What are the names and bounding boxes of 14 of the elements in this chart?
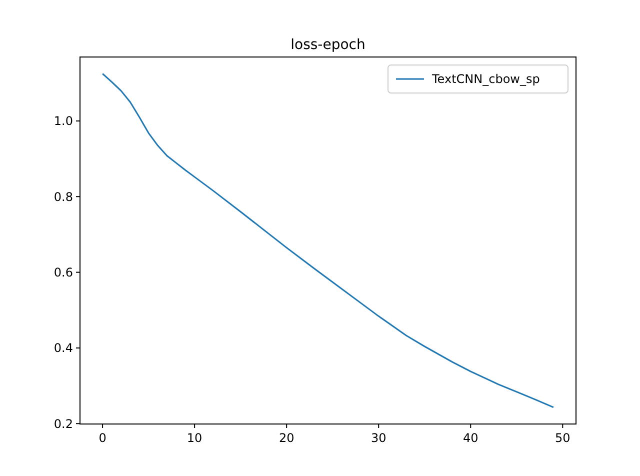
x-tick-label: 20 bbox=[278, 431, 294, 445]
y-tick-label: 0.8 bbox=[54, 190, 73, 204]
y-tick-label: 0.4 bbox=[54, 341, 73, 356]
y-tick-label: 0.6 bbox=[54, 265, 73, 280]
line-series bbox=[102, 72, 554, 408]
y-tick-label: 1.0 bbox=[54, 114, 73, 128]
legend-label: TextCNN_cbow_sp bbox=[431, 72, 540, 86]
x-tick-label: 50 bbox=[555, 431, 570, 445]
chart-title: loss-epoch bbox=[290, 37, 366, 53]
x-tick-label: 40 bbox=[462, 431, 478, 445]
x-tick-label: 30 bbox=[370, 431, 386, 445]
x-tick-label: 0 bbox=[98, 431, 106, 445]
x-tick-label: 10 bbox=[186, 431, 202, 445]
y-tick-label: 0.2 bbox=[54, 416, 73, 431]
